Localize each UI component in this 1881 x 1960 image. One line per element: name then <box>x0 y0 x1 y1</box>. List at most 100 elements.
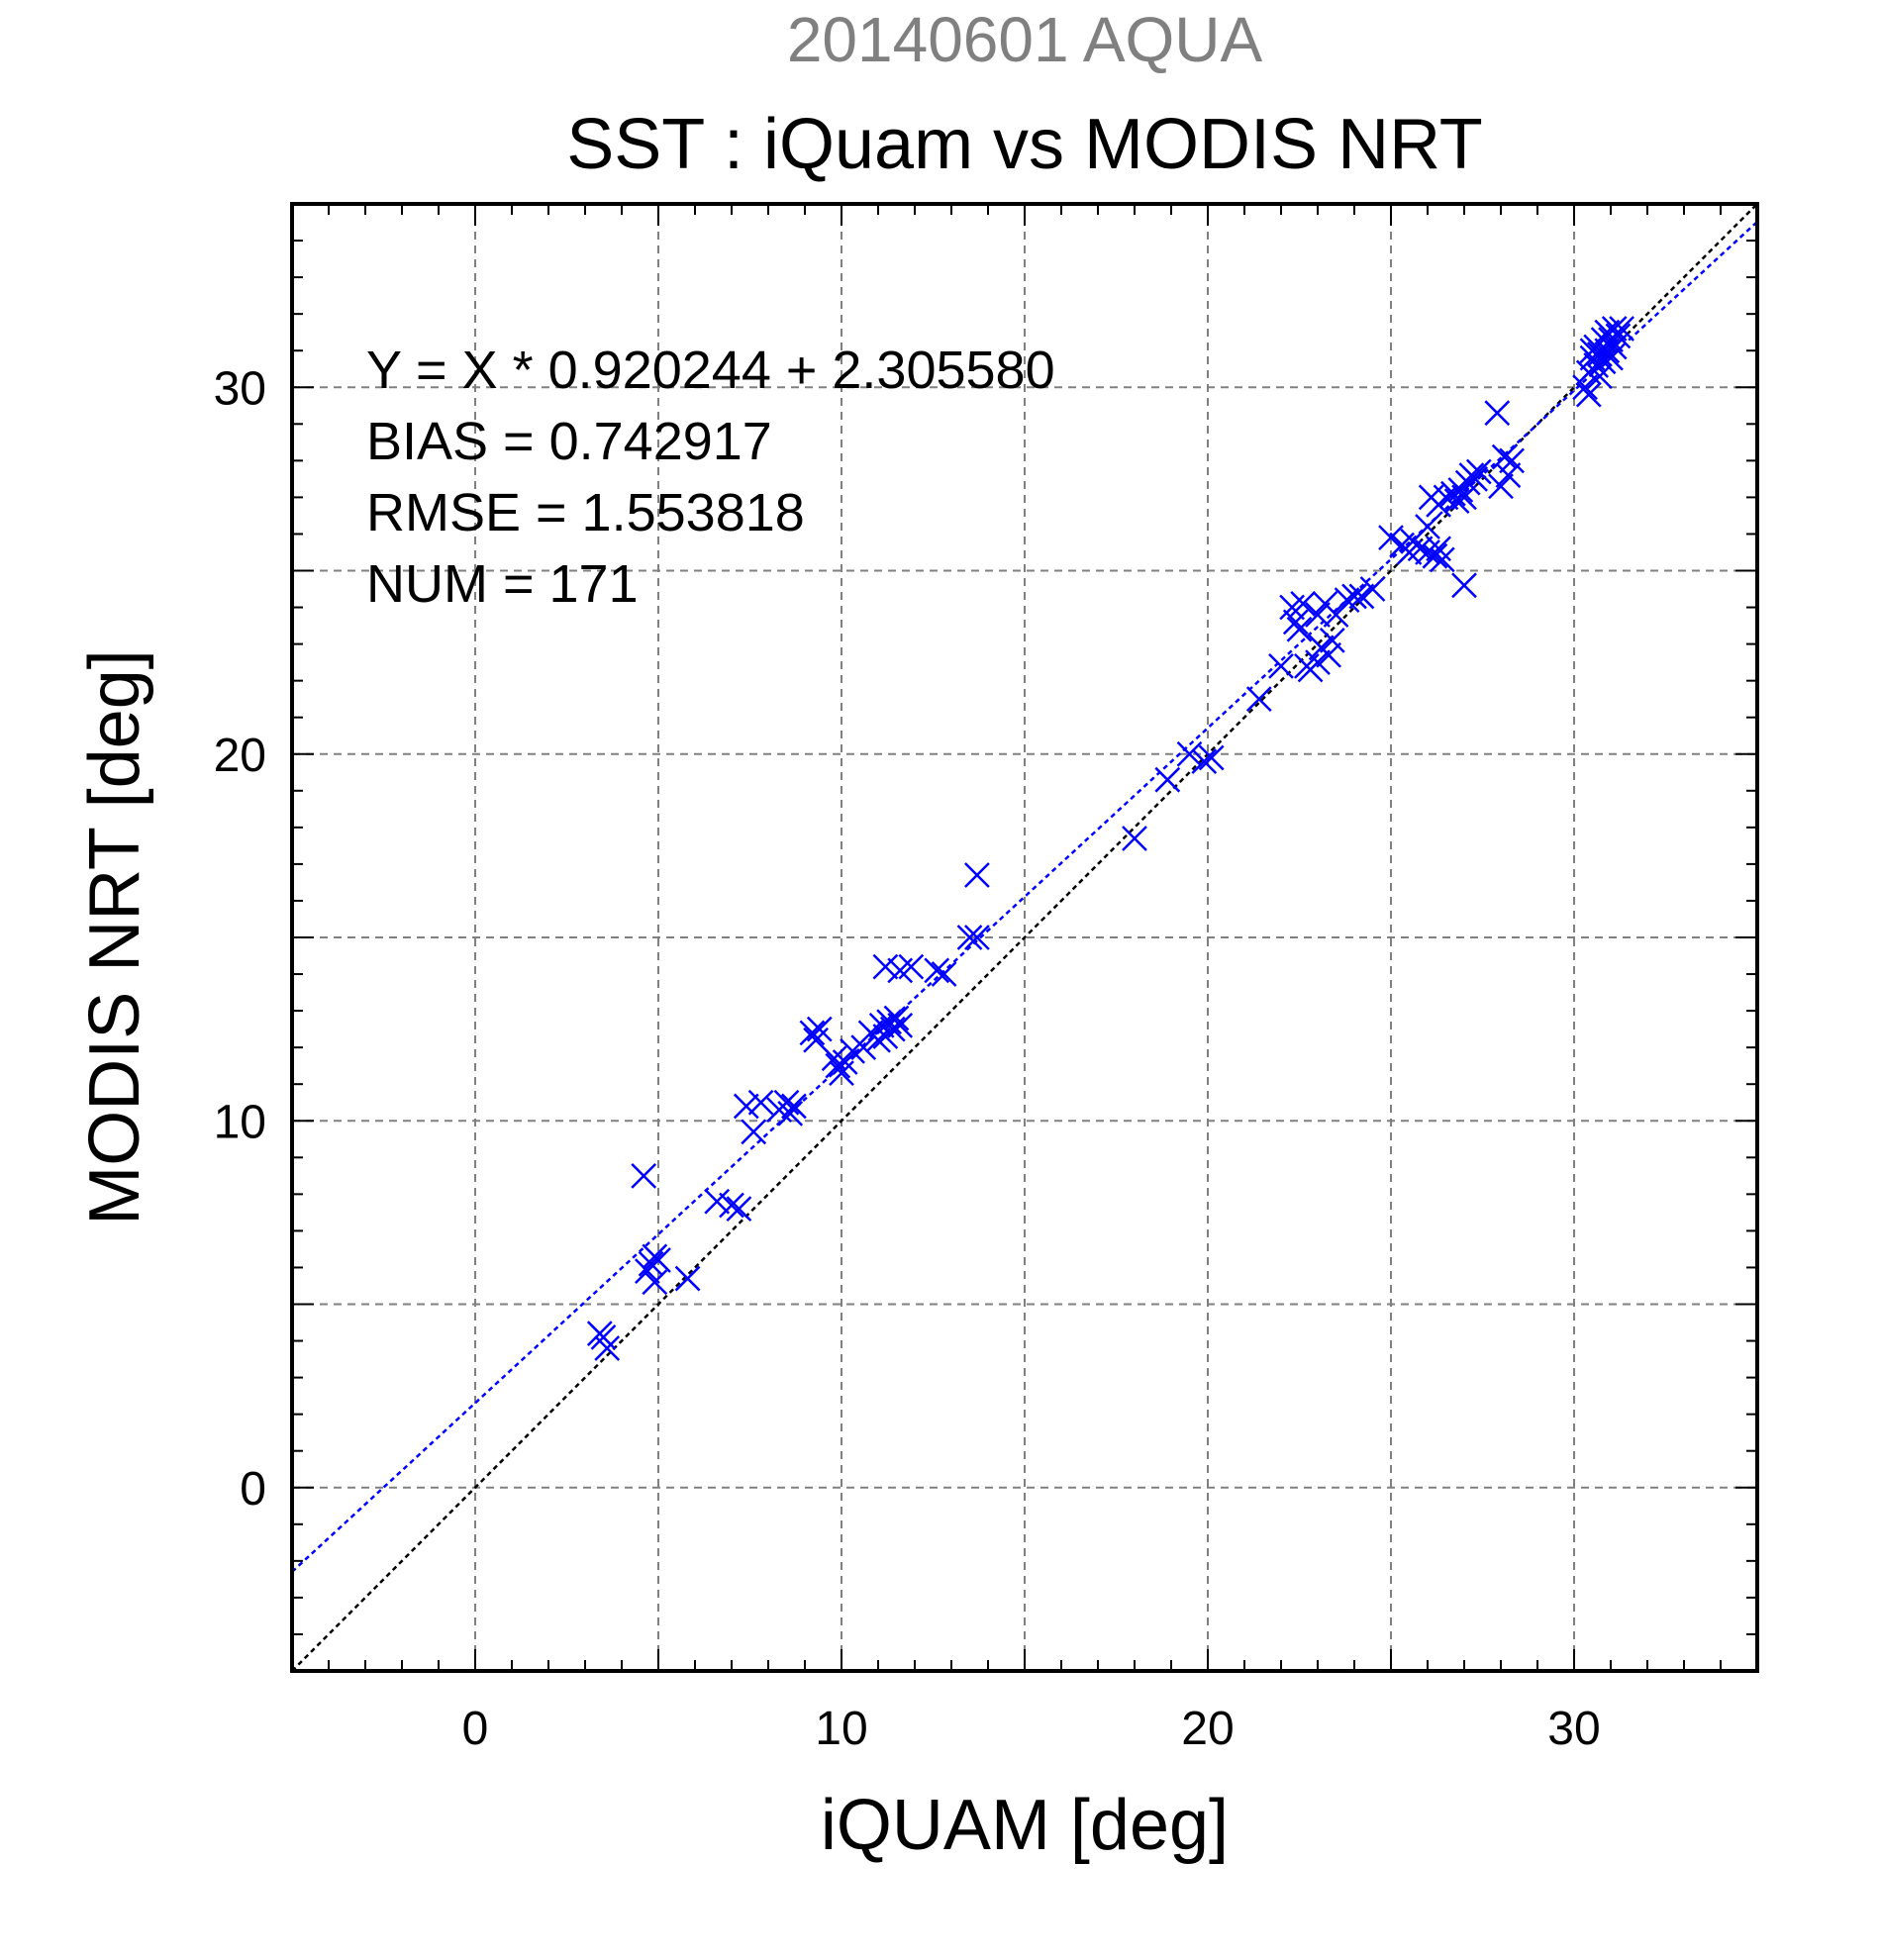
y-tick-label: 10 <box>214 1096 266 1148</box>
data-point-stroke <box>1290 590 1317 617</box>
data-point-stroke <box>1341 583 1367 610</box>
data-point <box>1429 546 1455 573</box>
data-point <box>1451 484 1477 511</box>
y-tick-label: 30 <box>214 362 266 415</box>
x-tick-label: 30 <box>1547 1703 1600 1755</box>
data-point-stroke <box>1488 473 1514 500</box>
data-point-stroke <box>865 1027 891 1053</box>
data-point-stroke <box>956 925 983 950</box>
data-point <box>1305 602 1331 628</box>
data-point <box>1191 748 1218 775</box>
data-point-stroke <box>1407 536 1434 562</box>
data-point <box>898 953 925 980</box>
data-point-stroke <box>1601 316 1628 342</box>
identity-line <box>292 204 1757 1671</box>
data-point-stroke <box>1499 447 1525 474</box>
data-point-stroke <box>1462 465 1488 492</box>
data-point-stroke <box>1451 572 1477 599</box>
data-point <box>1286 616 1313 642</box>
data-point <box>1334 587 1360 614</box>
data-point-stroke <box>1465 458 1492 485</box>
data-point <box>1605 323 1632 349</box>
data-point <box>594 1335 621 1361</box>
data-point-stroke <box>590 1323 617 1350</box>
data-point <box>964 925 990 950</box>
data-point-stroke <box>931 961 957 987</box>
data-point-stroke <box>1176 740 1203 767</box>
data-point <box>931 961 957 987</box>
x-tick-label: 10 <box>815 1703 867 1755</box>
data-point-stroke <box>832 1049 858 1075</box>
data-point <box>1316 641 1341 668</box>
data-point <box>733 1093 759 1120</box>
data-point-stroke <box>806 1016 833 1042</box>
data-point <box>1319 628 1345 653</box>
data-point <box>719 1192 744 1219</box>
bias-stat: BIAS = 0.742917 <box>366 412 772 471</box>
data-point-stroke <box>719 1192 744 1219</box>
data-point-stroke <box>1587 363 1613 390</box>
y-tick-label: 0 <box>240 1463 266 1516</box>
x-tick-label: 0 <box>462 1703 489 1755</box>
data-point-stroke <box>1191 748 1218 775</box>
data-point-stroke <box>1422 542 1448 569</box>
data-point <box>887 1013 914 1038</box>
data-point <box>1572 374 1598 401</box>
data-point-stroke <box>1572 374 1598 401</box>
data-point-stroke <box>1484 400 1511 427</box>
data-point <box>777 1100 804 1127</box>
data-point-stroke <box>645 1247 671 1273</box>
data-point-stroke <box>777 1100 804 1127</box>
data-point <box>781 1093 807 1120</box>
data-point-stroke <box>821 1045 847 1072</box>
y-tick-label: 20 <box>214 730 266 782</box>
regression-equation: Y = X * 0.920244 + 2.305580 <box>366 341 1055 400</box>
x-axis-label: iQUAM [deg] <box>821 1786 1229 1865</box>
data-point <box>1245 686 1272 713</box>
data-point <box>1484 400 1511 427</box>
data-point-stroke <box>1605 323 1632 349</box>
data-point-stroke <box>1154 766 1181 793</box>
data-point-stroke <box>868 1013 895 1038</box>
data-point-stroke <box>1305 602 1331 628</box>
data-point-stroke <box>747 1089 774 1116</box>
rmse-stat: RMSE = 1.553818 <box>366 483 805 542</box>
data-point-stroke <box>1245 686 1272 713</box>
data-point <box>741 1119 767 1145</box>
data-point-stroke <box>924 957 950 984</box>
y-axis-label: MODIS NRT [deg] <box>75 649 154 1225</box>
data-point <box>1348 583 1375 610</box>
data-point <box>1451 572 1477 599</box>
data-point <box>872 953 899 980</box>
data-point-stroke <box>1594 319 1621 345</box>
data-point-stroke <box>594 1335 621 1361</box>
tick-labels: 0 10 20 30 0 10 20 30 <box>214 362 1601 1755</box>
data-point-stroke <box>781 1093 807 1120</box>
data-point-stroke <box>1415 514 1440 539</box>
data-point-stroke <box>1451 484 1477 511</box>
chart-title: SST : iQuam vs MODIS NRT <box>566 105 1483 184</box>
data-point-stroke <box>1491 443 1518 470</box>
data-point <box>1422 542 1448 569</box>
data-point <box>1601 316 1628 342</box>
data-point-stroke <box>964 862 990 888</box>
data-point <box>1407 536 1434 562</box>
data-point-stroke <box>704 1188 731 1215</box>
data-point-stroke <box>1282 609 1309 636</box>
data-point-stroke <box>631 1162 657 1189</box>
data-point <box>832 1049 858 1075</box>
data-point <box>1499 447 1525 474</box>
data-point <box>642 1269 668 1296</box>
data-point <box>1575 381 1602 408</box>
data-point-stroke <box>887 1013 914 1038</box>
data-point-stroke <box>872 953 899 980</box>
grid <box>292 204 1757 1671</box>
data-point-stroke <box>1378 525 1404 551</box>
data-point <box>850 1034 877 1061</box>
data-point-stroke <box>1348 583 1375 610</box>
data-point <box>1359 576 1386 602</box>
data-point <box>1122 826 1147 851</box>
data-point <box>1378 525 1404 551</box>
data-point-stroke <box>1122 826 1147 851</box>
